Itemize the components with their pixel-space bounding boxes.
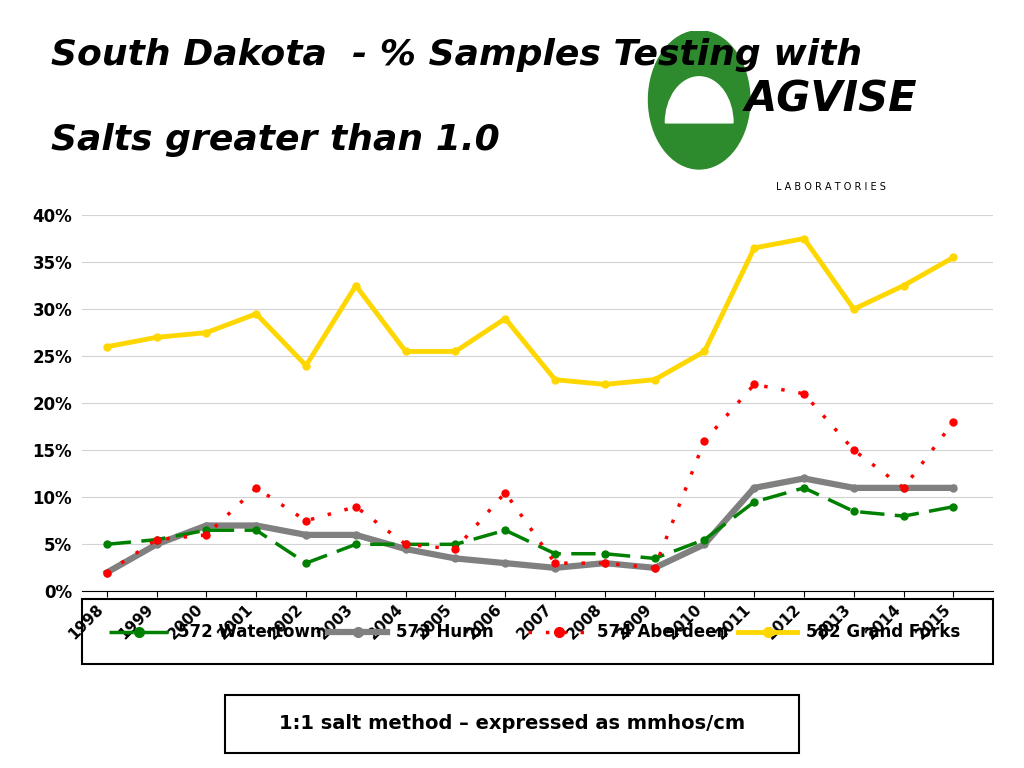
573 Huron xyxy=(450,554,462,563)
574 Aberdeen xyxy=(698,436,711,445)
572 Watertown xyxy=(499,525,511,535)
572 Watertown xyxy=(450,540,462,549)
572 Watertown xyxy=(599,549,611,558)
574 Aberdeen xyxy=(499,488,511,497)
572 Watertown xyxy=(798,483,810,492)
582 Grand Forks xyxy=(599,379,611,389)
572 Watertown xyxy=(201,525,213,535)
582 Grand Forks xyxy=(499,314,511,323)
Text: 1:1 salt method – expressed as mmhos/cm: 1:1 salt method – expressed as mmhos/cm xyxy=(279,714,745,733)
582 Grand Forks xyxy=(151,333,163,342)
582 Grand Forks xyxy=(798,234,810,243)
573 Huron xyxy=(499,558,511,568)
572 Watertown xyxy=(549,549,561,558)
574 Aberdeen xyxy=(549,558,561,568)
573 Huron xyxy=(648,563,660,572)
582 Grand Forks xyxy=(648,375,660,384)
Text: L A B O R A T O R I E S: L A B O R A T O R I E S xyxy=(776,182,886,193)
573 Huron xyxy=(599,558,611,568)
582 Grand Forks xyxy=(399,347,412,356)
Line: 582 Grand Forks: 582 Grand Forks xyxy=(103,235,956,388)
582 Grand Forks xyxy=(349,281,361,290)
582 Grand Forks xyxy=(897,281,909,290)
573 Huron xyxy=(549,563,561,572)
Text: 573 Huron: 573 Huron xyxy=(396,623,494,641)
Line: 574 Aberdeen: 574 Aberdeen xyxy=(103,381,956,576)
574 Aberdeen xyxy=(798,389,810,399)
573 Huron xyxy=(798,474,810,483)
572 Watertown xyxy=(648,554,660,563)
572 Watertown xyxy=(300,558,312,568)
582 Grand Forks xyxy=(100,343,113,352)
Text: 572 Watertown: 572 Watertown xyxy=(177,623,322,641)
574 Aberdeen xyxy=(648,563,660,572)
572 Watertown xyxy=(399,540,412,549)
573 Huron xyxy=(300,530,312,539)
582 Grand Forks xyxy=(947,253,959,262)
572 Watertown xyxy=(897,511,909,521)
573 Huron xyxy=(399,545,412,554)
574 Aberdeen xyxy=(201,530,213,539)
573 Huron xyxy=(698,540,711,549)
574 Aberdeen xyxy=(349,502,361,511)
Text: 582 Grand Forks: 582 Grand Forks xyxy=(807,623,961,641)
582 Grand Forks xyxy=(749,243,761,253)
582 Grand Forks xyxy=(300,361,312,370)
Text: AGVISE: AGVISE xyxy=(744,79,918,121)
572 Watertown xyxy=(698,535,711,545)
Wedge shape xyxy=(666,77,733,123)
574 Aberdeen xyxy=(100,568,113,578)
Text: Salts greater than 1.0: Salts greater than 1.0 xyxy=(51,123,500,157)
574 Aberdeen xyxy=(897,483,909,492)
574 Aberdeen xyxy=(450,545,462,554)
Line: 573 Huron: 573 Huron xyxy=(103,475,956,576)
574 Aberdeen xyxy=(250,483,262,492)
582 Grand Forks xyxy=(848,304,860,313)
572 Watertown xyxy=(848,507,860,516)
573 Huron xyxy=(100,568,113,578)
Circle shape xyxy=(648,31,750,169)
582 Grand Forks xyxy=(250,310,262,319)
582 Grand Forks xyxy=(698,347,711,356)
573 Huron xyxy=(250,521,262,530)
573 Huron xyxy=(151,540,163,549)
572 Watertown xyxy=(349,540,361,549)
573 Huron xyxy=(201,521,213,530)
574 Aberdeen xyxy=(848,445,860,455)
572 Watertown xyxy=(947,502,959,511)
Text: 574 Aberdeen: 574 Aberdeen xyxy=(597,623,728,641)
582 Grand Forks xyxy=(549,375,561,384)
573 Huron xyxy=(349,530,361,539)
572 Watertown xyxy=(250,525,262,535)
574 Aberdeen xyxy=(151,535,163,545)
574 Aberdeen xyxy=(599,558,611,568)
574 Aberdeen xyxy=(399,540,412,549)
582 Grand Forks xyxy=(201,328,213,337)
573 Huron xyxy=(848,483,860,492)
Line: 572 Watertown: 572 Watertown xyxy=(103,485,956,567)
573 Huron xyxy=(749,483,761,492)
572 Watertown xyxy=(151,535,163,545)
572 Watertown xyxy=(100,540,113,549)
582 Grand Forks xyxy=(450,347,462,356)
574 Aberdeen xyxy=(300,516,312,525)
573 Huron xyxy=(897,483,909,492)
572 Watertown xyxy=(749,498,761,507)
574 Aberdeen xyxy=(749,379,761,389)
574 Aberdeen xyxy=(947,418,959,427)
573 Huron xyxy=(947,483,959,492)
Text: South Dakota  - % Samples Testing with: South Dakota - % Samples Testing with xyxy=(51,38,862,72)
